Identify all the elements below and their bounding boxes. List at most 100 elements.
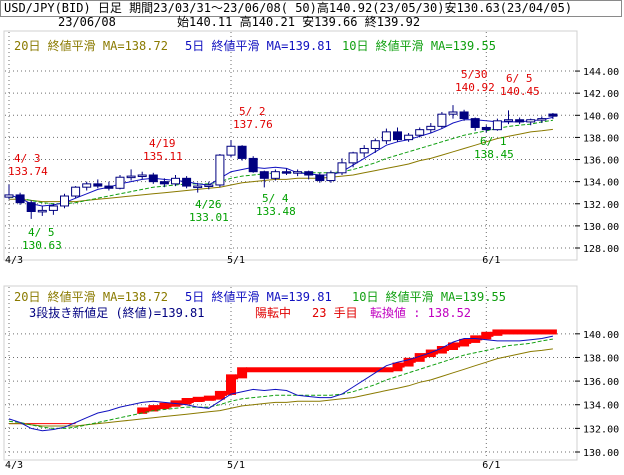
line-break-flat xyxy=(179,400,183,406)
lower-y-tick-label: 130.00 xyxy=(583,448,619,459)
annotation-value: 133.01 xyxy=(189,211,229,224)
line-break-flat xyxy=(468,338,472,344)
line-break-flat xyxy=(146,407,150,413)
line-break-brick xyxy=(436,346,447,354)
line-break-brick xyxy=(192,396,203,402)
line-break-brick xyxy=(414,353,425,362)
candle-body-up xyxy=(504,119,513,122)
lower-moving-averages xyxy=(8,335,554,432)
annotation-value: 140.92 xyxy=(455,81,495,94)
candle-body-down xyxy=(148,174,158,183)
lower-y-axis: 140.00 138.00 136.00 134.00 132.00 130.00 xyxy=(575,330,619,459)
line-break-flat xyxy=(157,405,161,411)
candle-body-up xyxy=(404,134,414,141)
candle-body-up xyxy=(337,162,347,174)
annotation-date: 5/30 xyxy=(461,68,488,81)
lower-x-tick-label: 6/1 xyxy=(482,460,500,471)
annotation-date: 6/ 1 xyxy=(480,135,507,148)
upper-x-tick-label: 4/3 xyxy=(5,255,23,266)
step-count: 23 手目 xyxy=(312,306,358,320)
line-break-brick xyxy=(181,398,192,405)
upper-y-axis: 144.00 142.00 140.00 138.00 136.00 134.00 132.… xyxy=(575,67,619,255)
candle-body-up xyxy=(370,140,380,149)
line-break-close: 3段抜き新値足 (終値)=139.81 xyxy=(29,305,204,320)
upper-legend-ma10: 10日 終値平滑 MA=139.55 xyxy=(342,38,496,53)
candle-body-up xyxy=(293,171,303,174)
upper-y-tick-label: 134.00 xyxy=(583,178,619,189)
annotation-date: 4/19 xyxy=(149,137,176,150)
line-break-brick xyxy=(392,362,403,372)
lower-y-tick-label: 136.00 xyxy=(583,377,619,388)
candle-body-down xyxy=(237,145,247,159)
lower-x-tick-label: 5/1 xyxy=(227,460,245,471)
line-break-flat xyxy=(445,346,449,351)
candle-body-down xyxy=(159,181,169,185)
upper-moving-averages xyxy=(8,116,554,207)
candle-body-up xyxy=(126,175,136,179)
lower-ma5-line xyxy=(8,335,554,432)
line-break-brick xyxy=(481,331,492,340)
annotation-value: 130.63 xyxy=(22,239,62,252)
line-break-brick xyxy=(459,338,470,347)
line-break-brick xyxy=(470,335,481,343)
candle-body-up xyxy=(448,111,458,115)
lower-y-tick-label: 138.00 xyxy=(583,353,619,364)
lower-y-tick-label: 140.00 xyxy=(583,330,619,341)
trend-status: 陽転中 xyxy=(255,305,291,320)
candle-body-up xyxy=(71,186,81,197)
line-break-flat xyxy=(457,342,461,348)
candle-body-down xyxy=(282,171,291,174)
line-break-flat xyxy=(423,353,427,359)
current-date: 23/06/08 xyxy=(58,15,116,29)
candle-body-up xyxy=(82,183,92,188)
candlesticks xyxy=(4,105,558,219)
line-break-flat xyxy=(479,335,483,341)
annotation-date: 5/ 4 xyxy=(262,192,289,205)
upper-y-tick-label: 128.00 xyxy=(583,244,619,255)
line-break-brick xyxy=(137,407,148,414)
candle-body-up xyxy=(115,176,125,189)
lower-legend-ma20: 20日 終値平滑 MA=138.72 xyxy=(14,289,168,304)
lower-legend-ma10: 10日 終値平滑 MA=139.55 xyxy=(352,289,506,304)
upper-y-tick-label: 138.00 xyxy=(583,133,619,144)
line-break-flat xyxy=(190,398,194,403)
candle-body-down xyxy=(470,118,480,128)
annotation-date: 5/ 2 xyxy=(239,105,266,118)
candle-body-up xyxy=(492,120,502,131)
line-break-flat xyxy=(235,374,239,380)
annotation-value: 138.45 xyxy=(474,148,514,161)
candle-body-up xyxy=(381,131,391,142)
line-break-brick xyxy=(237,367,248,379)
upper-ma5-line xyxy=(8,116,554,207)
candle-body-down xyxy=(548,113,558,117)
candle-body-down xyxy=(459,111,469,120)
reversal-value: 転換値 : 138.52 xyxy=(370,305,471,320)
candle-body-down xyxy=(393,131,402,141)
line-break-flat xyxy=(201,396,205,402)
candle-body-up xyxy=(415,129,425,136)
upper-y-tick-label: 136.00 xyxy=(583,156,619,167)
line-break-flat xyxy=(212,395,216,401)
upper-y-tick-label: 132.00 xyxy=(583,200,619,211)
candle-body-up xyxy=(526,119,536,123)
candle-body-up xyxy=(204,184,214,187)
lower-ma20-line xyxy=(9,348,553,427)
candle-body-down xyxy=(304,171,314,176)
lower-ma10-line xyxy=(8,338,553,429)
candle-body-down xyxy=(515,119,525,123)
upper-legend-ma20: 20日 終値平滑 MA=138.72 xyxy=(14,38,168,53)
candle-body-down xyxy=(481,126,491,131)
upper-frame xyxy=(3,30,578,261)
candle-body-up xyxy=(4,194,14,198)
line-break-brick xyxy=(226,374,236,395)
upper-x-axis: 4/3 5/1 6/1 xyxy=(5,255,500,266)
upper-x-tick-label: 6/1 xyxy=(482,255,500,266)
line-break-brick xyxy=(214,390,225,400)
line-break-brick xyxy=(492,329,503,336)
upper-y-tick-label: 130.00 xyxy=(583,222,619,233)
upper-y-tick-label: 144.00 xyxy=(583,67,619,78)
candle-body-down xyxy=(15,194,25,204)
line-break-flat xyxy=(490,331,494,337)
